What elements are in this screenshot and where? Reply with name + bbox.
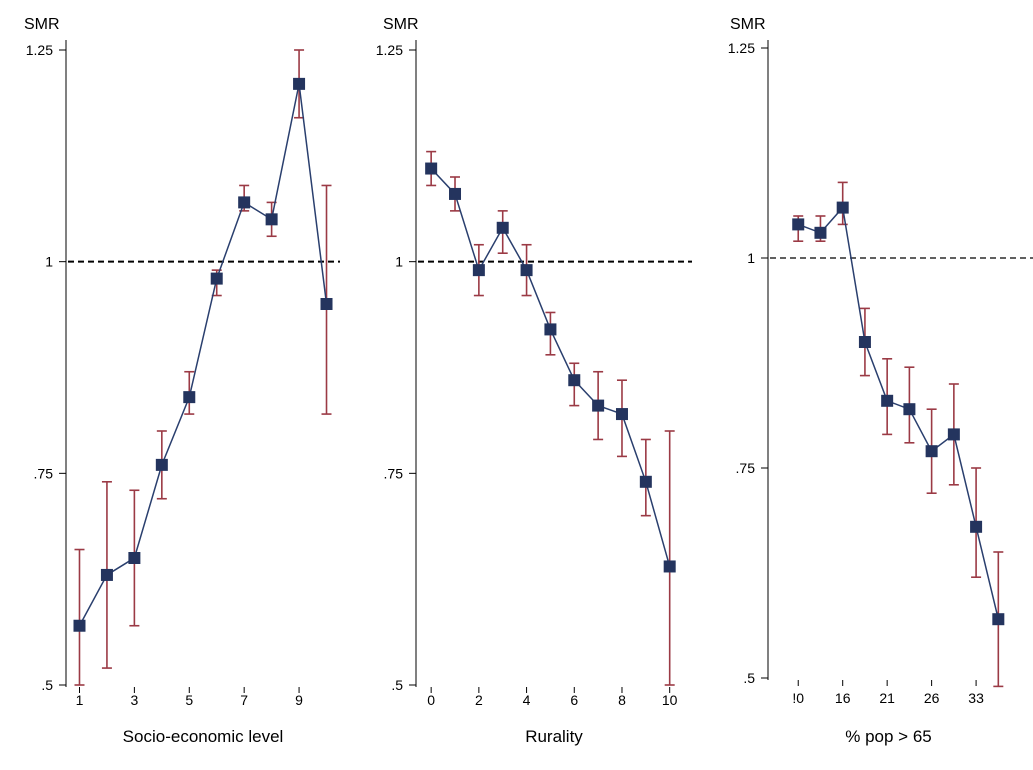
data-point xyxy=(592,399,605,412)
data-point xyxy=(265,213,278,226)
y-tick-label: 1.25 xyxy=(376,42,403,58)
data-point xyxy=(425,162,438,175)
x-axis-title: % pop > 65 xyxy=(845,727,932,746)
data-point xyxy=(925,445,938,458)
data-point xyxy=(100,568,113,581)
x-tick-label: 9 xyxy=(295,692,303,708)
chart-panel-3: SMR .5 .75 1 1.25 !0 16 21 26 33 % pop > 65 xyxy=(728,16,1033,746)
x-axis-title: Rurality xyxy=(525,727,583,746)
data-point xyxy=(970,520,983,533)
y-tick-label: .75 xyxy=(384,465,404,481)
chart-panel-2: SMR .5 .75 1 1.25 0 2 4 6 8 10 Rurality xyxy=(376,16,692,746)
data-point xyxy=(183,391,196,404)
series-line xyxy=(78,83,328,627)
y-tick-label: 1 xyxy=(747,250,755,266)
y-tick-label: .75 xyxy=(34,465,54,481)
y-tick-label: 1 xyxy=(395,254,403,270)
series-line xyxy=(797,205,1000,620)
x-tick-label: 16 xyxy=(835,690,851,706)
y-tick-label: .5 xyxy=(391,677,403,693)
y-axis-title: SMR xyxy=(730,16,766,33)
data-point xyxy=(615,408,628,421)
chart-panel-1: SMR .5 .75 1 1.25 1 3 5 7 9 Socio-economic level xyxy=(24,16,340,746)
data-point xyxy=(128,552,141,564)
x-tick-label: 6 xyxy=(570,692,578,708)
data-point xyxy=(73,619,86,632)
data-point xyxy=(472,264,485,277)
y-tick-label: .75 xyxy=(736,460,756,476)
x-tick-label: 3 xyxy=(130,692,138,708)
series-group xyxy=(73,49,333,686)
x-tick-label: 5 xyxy=(185,692,193,708)
data-point xyxy=(320,298,333,310)
y-tick-label: .5 xyxy=(41,677,53,693)
data-point xyxy=(520,264,533,277)
y-axis-title: SMR xyxy=(24,16,60,33)
x-tick-label: 0 xyxy=(427,692,435,708)
x-tick-label: 2 xyxy=(475,692,483,708)
data-point xyxy=(210,272,223,285)
x-tick-label: !0 xyxy=(792,690,804,706)
series-group xyxy=(425,150,676,686)
y-tick-label: 1.25 xyxy=(26,42,53,58)
data-point xyxy=(449,187,462,200)
data-point xyxy=(903,403,916,416)
data-point xyxy=(992,613,1005,626)
x-tick-label: 8 xyxy=(618,692,626,708)
x-tick-label: 21 xyxy=(879,690,895,706)
x-tick-label: 10 xyxy=(662,692,678,708)
data-point xyxy=(155,458,168,471)
data-point xyxy=(293,77,306,90)
series-group xyxy=(792,181,1005,688)
x-tick-label: 26 xyxy=(924,690,940,706)
x-tick-label: 33 xyxy=(968,690,984,706)
data-point xyxy=(858,336,871,348)
x-tick-label: 4 xyxy=(523,692,531,708)
data-point xyxy=(947,428,960,441)
data-point xyxy=(881,394,894,407)
error-bar xyxy=(74,548,85,686)
data-point xyxy=(663,560,676,573)
x-tick-label: 7 xyxy=(240,692,248,708)
data-point xyxy=(639,475,652,488)
y-tick-label: 1 xyxy=(45,254,53,270)
y-axis-title: SMR xyxy=(383,16,419,33)
y-tick-label: .5 xyxy=(743,670,755,686)
data-point xyxy=(792,218,805,231)
data-point xyxy=(836,201,849,214)
error-bar xyxy=(664,430,675,686)
data-point xyxy=(238,196,251,209)
x-axis-title: Socio-economic level xyxy=(123,727,284,746)
data-point xyxy=(496,221,509,234)
data-point xyxy=(568,374,581,387)
series-line xyxy=(430,168,671,567)
data-point xyxy=(544,323,557,336)
x-tick-label: 1 xyxy=(76,692,84,708)
data-point xyxy=(814,226,827,239)
y-tick-label: 1.25 xyxy=(728,40,755,56)
